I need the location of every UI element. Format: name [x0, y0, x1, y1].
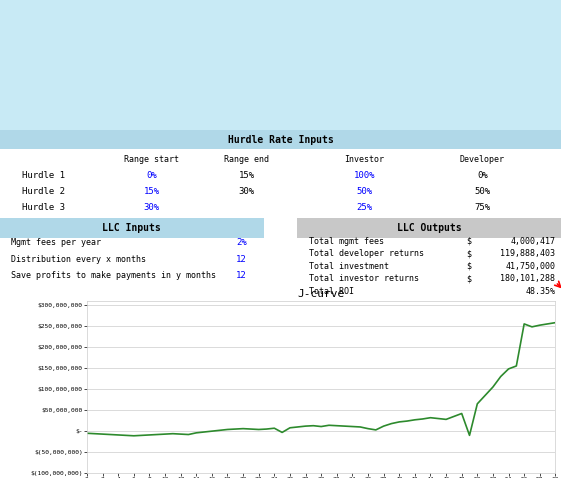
- Text: 119,888,403: 119,888,403: [500, 250, 555, 259]
- FancyBboxPatch shape: [0, 218, 264, 238]
- Text: LLC Outputs: LLC Outputs: [397, 223, 462, 233]
- Text: -: -: [491, 47, 496, 56]
- Text: 15%: 15%: [144, 187, 159, 196]
- Text: Hurdle 2: Hurdle 2: [22, 187, 66, 196]
- Text: 4,000,417: 4,000,417: [511, 237, 555, 246]
- Text: LLC Inputs: LLC Inputs: [103, 223, 161, 233]
- Text: Developer: Developer: [460, 154, 505, 163]
- Text: 30%: 30%: [239, 187, 255, 196]
- Text: Range start: Range start: [124, 154, 179, 163]
- Text: Total ROI: Total ROI: [309, 287, 353, 296]
- Text: Investment 5: Investment 5: [11, 90, 76, 99]
- Text: 0%: 0%: [146, 171, 157, 180]
- Text: 48.35%: 48.35%: [526, 287, 555, 296]
- Text: $: $: [466, 274, 471, 283]
- Text: Total developer returns: Total developer returns: [309, 250, 424, 259]
- Text: Total mgmt fees: Total mgmt fees: [309, 237, 384, 246]
- Text: Investment 6: Investment 6: [11, 105, 76, 114]
- Text: 30%: 30%: [144, 203, 159, 212]
- Text: -6: -6: [191, 32, 202, 41]
- Text: Investor: Investor: [344, 154, 385, 163]
- Text: Month: Month: [183, 18, 210, 27]
- Text: Hurdle Rate Inputs: Hurdle Rate Inputs: [228, 135, 333, 145]
- Text: 50%: 50%: [357, 187, 373, 196]
- Text: 25%: 25%: [357, 203, 373, 212]
- Text: $: $: [387, 90, 393, 99]
- Text: 12: 12: [236, 255, 247, 264]
- Text: Investment 4: Investment 4: [11, 76, 76, 85]
- Text: -: -: [491, 76, 496, 85]
- Text: 49: 49: [191, 105, 202, 114]
- Text: 25: 25: [191, 76, 202, 85]
- Text: 15%: 15%: [239, 171, 255, 180]
- FancyBboxPatch shape: [0, 130, 561, 149]
- FancyBboxPatch shape: [0, 0, 561, 23]
- Text: -: -: [491, 105, 496, 114]
- Text: -: -: [491, 62, 496, 71]
- Text: Investment 2: Investment 2: [11, 47, 76, 56]
- Text: 12: 12: [236, 271, 247, 280]
- Text: Amount: Amount: [281, 18, 314, 27]
- Text: Distribution every x months: Distribution every x months: [11, 255, 146, 264]
- Text: 100%: 100%: [354, 171, 375, 180]
- Text: $ 36,500,000: $ 36,500,000: [283, 47, 348, 56]
- Text: Total investment: Total investment: [309, 262, 389, 271]
- Text: Save profits to make payments in y months: Save profits to make payments in y month…: [11, 271, 216, 280]
- Text: Mgmt fees per year: Mgmt fees per year: [11, 239, 101, 248]
- Text: -: -: [491, 32, 496, 41]
- FancyBboxPatch shape: [297, 218, 561, 238]
- Text: $: $: [466, 237, 471, 246]
- Text: Required: Required: [383, 18, 425, 27]
- Text: Total investor returns: Total investor returns: [309, 274, 419, 283]
- Text: $: $: [387, 105, 393, 114]
- Text: 75%: 75%: [475, 203, 490, 212]
- Text: 1: 1: [194, 47, 199, 56]
- Text: Range end: Range end: [224, 154, 269, 163]
- Text: 37: 37: [191, 90, 202, 99]
- Text: $: $: [387, 32, 393, 41]
- Text: 2%: 2%: [236, 239, 247, 248]
- Text: Investment 3: Investment 3: [11, 62, 76, 71]
- Text: $: $: [387, 47, 393, 56]
- Text: 0%: 0%: [477, 171, 488, 180]
- Text: 50%: 50%: [475, 187, 490, 196]
- Text: Investment details: Investment details: [228, 6, 333, 16]
- Text: $  5,250,000: $ 5,250,000: [283, 62, 348, 71]
- Text: 180,101,288: 180,101,288: [500, 274, 555, 283]
- Text: 41,750,000: 41,750,000: [505, 262, 555, 271]
- Text: Hurdle 3: Hurdle 3: [22, 203, 66, 212]
- Title: J-curve: J-curve: [297, 289, 345, 299]
- Text: 13: 13: [191, 62, 202, 71]
- Text: Investment 1: Investment 1: [11, 32, 76, 41]
- Text: $: $: [466, 262, 471, 271]
- Text: $: $: [387, 62, 393, 71]
- Text: $: $: [387, 76, 393, 85]
- Text: -: -: [491, 90, 496, 99]
- Text: $: $: [466, 250, 471, 259]
- Text: Hurdle 1: Hurdle 1: [22, 171, 66, 180]
